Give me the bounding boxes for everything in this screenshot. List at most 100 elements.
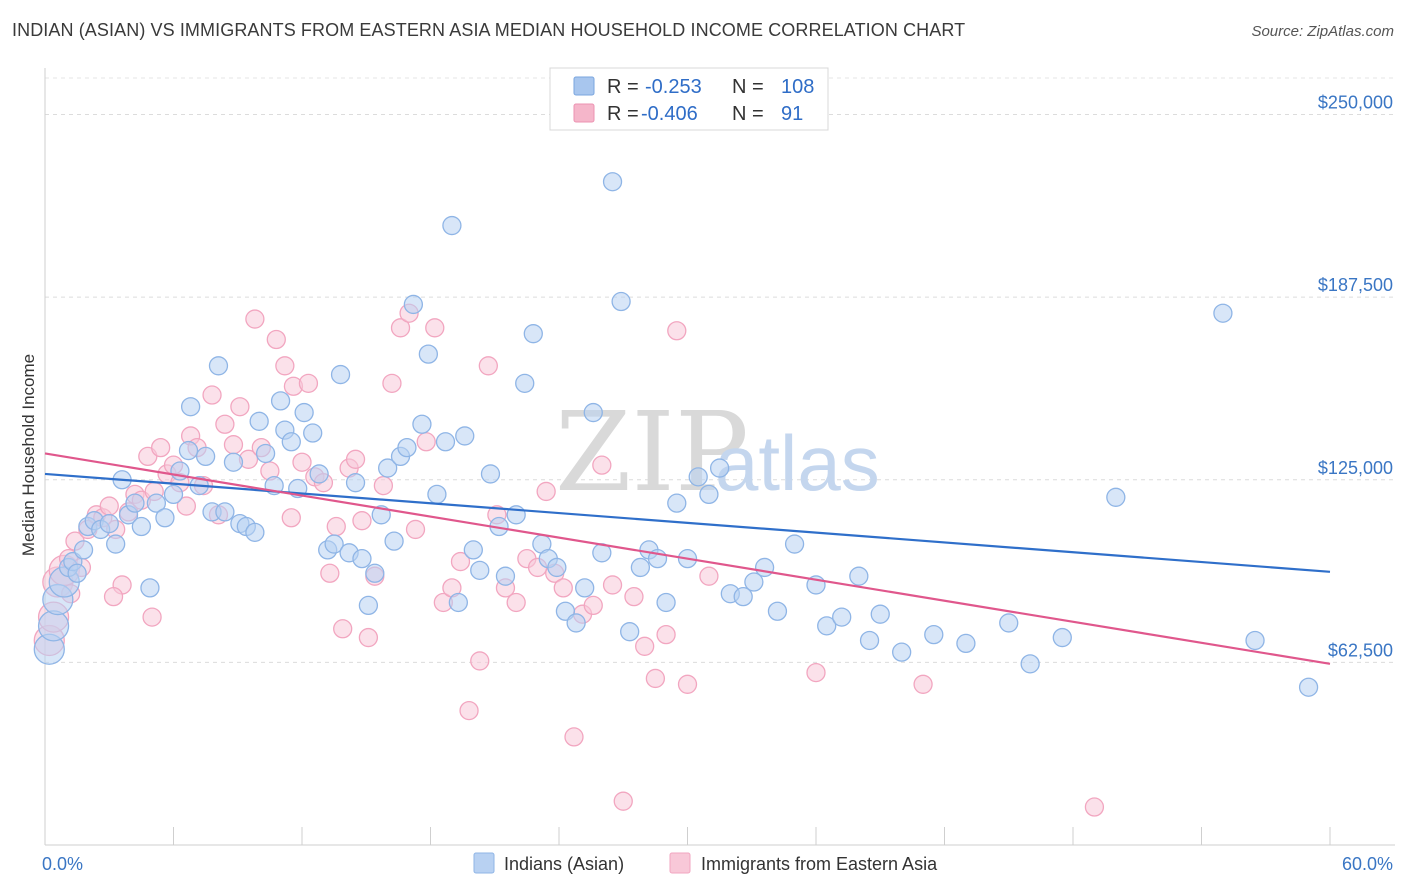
data-point <box>292 452 312 472</box>
legend-bottom: Indians (Asian) Immigrants from Eastern … <box>473 852 938 874</box>
data-point <box>294 402 314 423</box>
data-point <box>125 493 145 513</box>
data-point <box>849 566 869 586</box>
watermark: ZIP atlas <box>555 388 880 516</box>
legend-r-label: R = <box>607 76 639 98</box>
data-point <box>106 534 126 554</box>
data-point <box>999 613 1019 633</box>
data-point <box>176 496 197 516</box>
data-point <box>1213 303 1233 323</box>
source-label: Source: ZipAtlas.com <box>1251 23 1394 40</box>
data-point <box>425 318 445 338</box>
trend-line <box>44 452 1331 665</box>
data-point <box>330 364 351 385</box>
data-point <box>688 467 708 487</box>
y-tick-label: $125,000 <box>1318 458 1393 478</box>
data-point <box>564 727 584 747</box>
data-point <box>630 557 651 578</box>
data-point <box>442 215 462 236</box>
legend-r-value: -0.406 <box>641 103 698 125</box>
data-point <box>281 432 301 452</box>
data-point <box>223 452 244 472</box>
data-point <box>275 356 295 376</box>
data-point <box>397 437 417 458</box>
data-point <box>602 172 623 192</box>
data-point <box>624 586 644 607</box>
data-point <box>699 566 719 586</box>
data-point <box>817 616 837 636</box>
data-point <box>709 458 730 478</box>
data-point <box>37 610 70 642</box>
data-point <box>667 321 687 341</box>
axes <box>44 68 1395 846</box>
data-point <box>358 595 379 616</box>
data-point <box>553 578 573 598</box>
data-point <box>602 575 623 595</box>
data-point <box>924 624 944 645</box>
data-point <box>390 318 411 338</box>
legend-bottom-label: Indians (Asian) <box>504 854 624 874</box>
data-point <box>416 432 436 452</box>
data-point <box>245 522 265 543</box>
legend-n-label: N = <box>732 76 764 98</box>
data-point <box>281 508 301 528</box>
data-point <box>1084 797 1105 817</box>
data-point <box>435 432 456 452</box>
data-points <box>33 172 1319 817</box>
data-point <box>523 324 543 344</box>
data-point <box>99 496 119 516</box>
data-point <box>103 586 124 607</box>
data-point <box>1106 487 1126 507</box>
legend-r-label: R = <box>607 103 639 125</box>
data-point <box>754 557 775 578</box>
trend-line <box>44 472 1331 573</box>
data-point <box>303 423 323 443</box>
data-point <box>470 651 490 671</box>
data-point <box>1245 630 1265 651</box>
data-point <box>99 513 119 534</box>
legend-bottom-swatch-indians <box>473 852 495 874</box>
data-point <box>333 619 353 639</box>
data-point <box>480 464 501 484</box>
data-point <box>215 502 235 522</box>
data-point <box>870 604 890 624</box>
data-point <box>566 613 586 633</box>
data-point <box>459 700 479 721</box>
legend-swatch-immigrants <box>573 103 595 123</box>
data-point <box>382 373 402 393</box>
data-point <box>832 607 852 627</box>
data-point <box>298 373 319 393</box>
data-point <box>270 391 291 411</box>
data-point <box>575 578 595 598</box>
legend-box <box>549 67 829 131</box>
data-point <box>365 563 385 583</box>
data-point <box>1052 627 1072 648</box>
data-point <box>547 557 567 578</box>
data-point <box>140 578 160 598</box>
legend-n-value: 91 <box>781 103 803 125</box>
data-point <box>583 595 603 616</box>
data-point <box>733 586 753 607</box>
data-point <box>345 449 366 469</box>
data-point <box>195 446 216 467</box>
data-point <box>345 473 366 493</box>
data-point <box>892 642 912 662</box>
data-point <box>73 540 94 560</box>
data-point <box>656 624 676 645</box>
x-tick-label-min: 0.0% <box>42 854 83 874</box>
data-point <box>455 426 475 446</box>
data-point <box>645 668 666 689</box>
y-tick-label: $250,000 <box>1318 93 1393 113</box>
data-point <box>592 455 612 475</box>
x-tick-labels: 0.0% 60.0% <box>42 854 1393 874</box>
data-point <box>131 516 152 537</box>
y-tick-label: $187,500 <box>1318 275 1393 295</box>
data-point <box>784 534 805 554</box>
data-point <box>536 481 556 502</box>
data-point <box>403 294 424 315</box>
x-tick-label-max: 60.0% <box>1342 854 1393 874</box>
data-point <box>611 291 631 312</box>
data-point <box>656 592 676 613</box>
data-point <box>249 411 269 431</box>
data-point <box>373 475 394 496</box>
